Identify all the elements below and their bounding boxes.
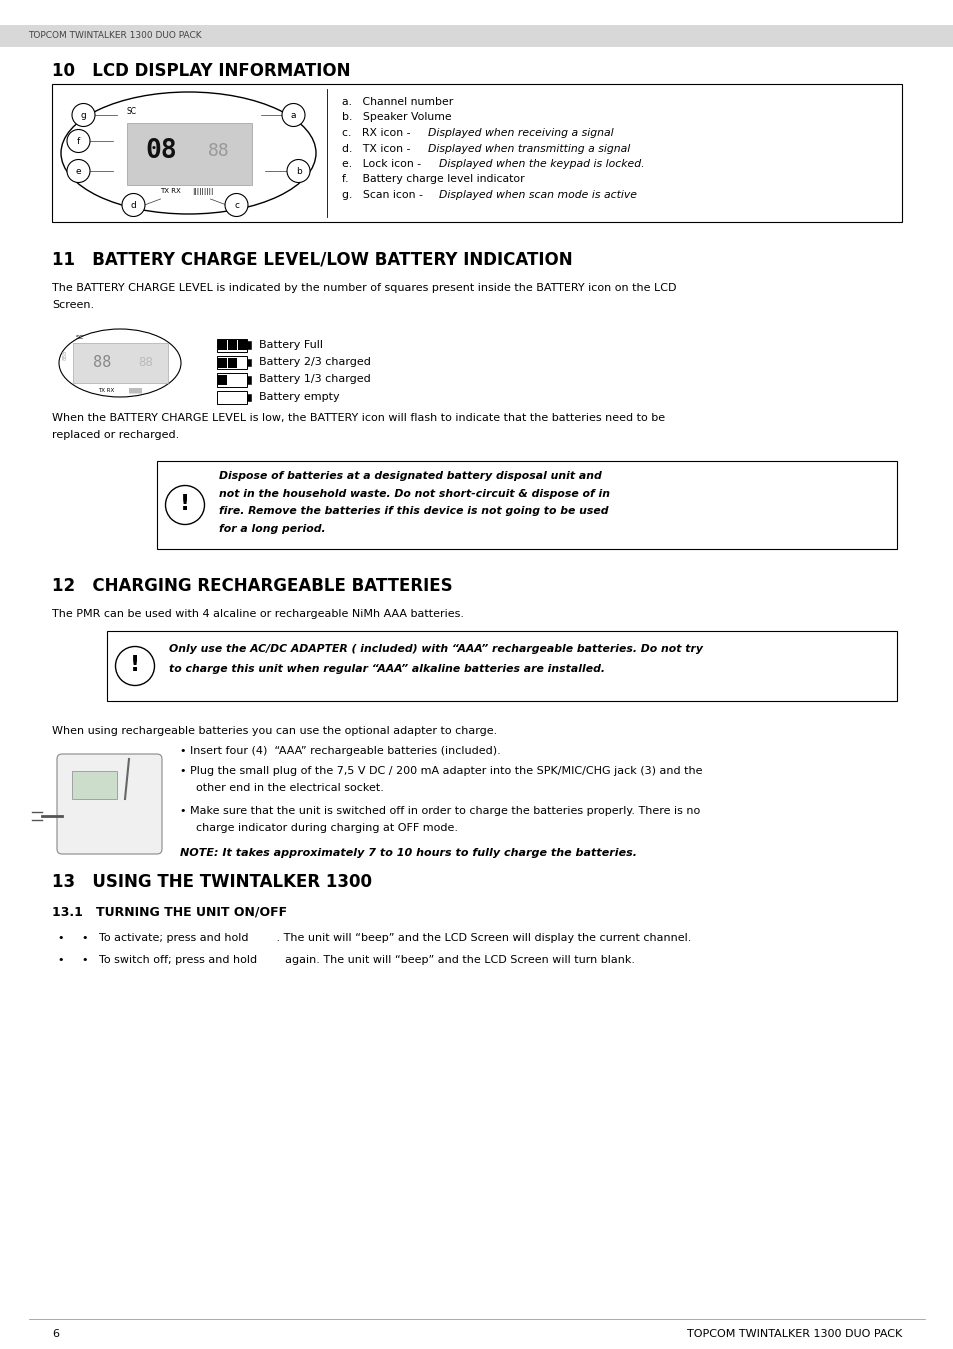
Text: g.   Scan icon -: g. Scan icon - (341, 190, 426, 200)
Text: Dispose of batteries at a designated battery disposal unit and: Dispose of batteries at a designated bat… (219, 471, 601, 482)
FancyBboxPatch shape (73, 343, 168, 383)
Text: not in the household waste. Do not short-circuit & dispose of in: not in the household waste. Do not short… (219, 488, 609, 499)
Text: TX RX: TX RX (98, 387, 114, 393)
Text: 88: 88 (138, 356, 153, 368)
Text: |||||||: ||||||| (128, 387, 142, 393)
Text: for a long period.: for a long period. (219, 523, 325, 533)
Text: 08: 08 (146, 138, 177, 165)
Circle shape (122, 193, 145, 216)
FancyBboxPatch shape (238, 340, 247, 349)
Text: SC: SC (76, 335, 84, 340)
Text: other end in the electrical socket.: other end in the electrical socket. (195, 782, 383, 793)
Text: • Make sure that the unit is switched off in order to charge the batteries prope: • Make sure that the unit is switched of… (180, 805, 700, 816)
FancyBboxPatch shape (216, 339, 247, 352)
Text: replaced or recharged.: replaced or recharged. (52, 430, 179, 440)
Circle shape (225, 193, 248, 216)
Text: d: d (131, 201, 136, 209)
Circle shape (67, 159, 90, 182)
Text: •: • (57, 934, 64, 943)
FancyBboxPatch shape (157, 461, 896, 549)
Text: •: • (57, 955, 64, 965)
FancyBboxPatch shape (218, 357, 227, 367)
Text: fire. Remove the batteries if this device is not going to be used: fire. Remove the batteries if this devic… (219, 506, 608, 517)
Text: f.    Battery charge level indicator: f. Battery charge level indicator (341, 174, 524, 185)
Circle shape (71, 104, 95, 127)
Text: !: ! (130, 656, 140, 674)
Text: TOPCOM TWINTALKER 1300 DUO PACK: TOPCOM TWINTALKER 1300 DUO PACK (686, 1329, 901, 1340)
Text: Displayed when transmitting a signal: Displayed when transmitting a signal (427, 143, 629, 154)
FancyBboxPatch shape (216, 391, 247, 403)
Text: 11   BATTERY CHARGE LEVEL/LOW BATTERY INDICATION: 11 BATTERY CHARGE LEVEL/LOW BATTERY INDI… (52, 250, 572, 268)
Text: b.   Speaker Volume: b. Speaker Volume (341, 112, 451, 123)
Text: TOPCOM TWINTALKER 1300 DUO PACK: TOPCOM TWINTALKER 1300 DUO PACK (28, 31, 201, 40)
Text: e: e (75, 166, 81, 175)
Text: When using rechargeable batteries you can use the optional adapter to charge.: When using rechargeable batteries you ca… (52, 726, 497, 737)
Text: The PMR can be used with 4 alcaline or rechargeable NiMh AAA batteries.: The PMR can be used with 4 alcaline or r… (52, 608, 463, 619)
Circle shape (115, 646, 154, 685)
Text: c.   RX icon -: c. RX icon - (341, 128, 414, 138)
FancyBboxPatch shape (247, 394, 251, 402)
Text: When the BATTERY CHARGE LEVEL is low, the BATTERY icon will flash to indicate th: When the BATTERY CHARGE LEVEL is low, th… (52, 413, 664, 424)
Ellipse shape (59, 329, 181, 397)
FancyBboxPatch shape (107, 631, 896, 701)
Text: b: b (295, 166, 301, 175)
FancyBboxPatch shape (247, 359, 251, 367)
Text: Displayed when the keypad is locked.: Displayed when the keypad is locked. (438, 159, 644, 169)
Text: 12   CHARGING RECHARGEABLE BATTERIES: 12 CHARGING RECHARGEABLE BATTERIES (52, 577, 452, 595)
Text: Battery Full: Battery Full (258, 340, 323, 349)
Text: 888: 888 (63, 349, 68, 360)
FancyBboxPatch shape (228, 340, 237, 349)
Text: 88: 88 (208, 142, 229, 161)
Circle shape (67, 130, 90, 152)
Text: Only use the AC/DC ADAPTER ( included) with “AAA” rechargeable batteries. Do not: Only use the AC/DC ADAPTER ( included) w… (169, 643, 702, 654)
Text: Battery empty: Battery empty (258, 393, 339, 402)
Circle shape (287, 159, 310, 182)
Text: 13   USING THE TWINTALKER 1300: 13 USING THE TWINTALKER 1300 (52, 873, 372, 890)
Text: |||||||||: ||||||||| (193, 188, 213, 194)
Text: • Plug the small plug of the 7,5 V DC / 200 mA adapter into the SPK/MIC/CHG jack: • Plug the small plug of the 7,5 V DC / … (180, 766, 701, 776)
Text: •   To switch off; press and hold        again. The unit will “beep” and the LCD: • To switch off; press and hold again. T… (82, 955, 635, 965)
FancyBboxPatch shape (218, 375, 227, 384)
Text: •   To activate; press and hold        . The unit will “beep” and the LCD Screen: • To activate; press and hold . The unit… (82, 934, 691, 943)
Text: SC: SC (127, 107, 136, 116)
Text: Displayed when scan mode is active: Displayed when scan mode is active (438, 190, 637, 200)
FancyBboxPatch shape (71, 772, 117, 799)
Text: 88: 88 (92, 355, 111, 370)
Text: f: f (77, 136, 80, 146)
FancyBboxPatch shape (127, 123, 252, 185)
Circle shape (282, 104, 305, 127)
Text: c: c (233, 201, 239, 209)
Text: 6: 6 (52, 1329, 59, 1340)
Text: to charge this unit when regular “AAA” alkaline batteries are installed.: to charge this unit when regular “AAA” a… (169, 664, 604, 674)
Ellipse shape (61, 92, 315, 214)
Text: NOTE: It takes approximately 7 to 10 hours to fully charge the batteries.: NOTE: It takes approximately 7 to 10 hou… (180, 849, 637, 858)
Circle shape (165, 486, 204, 525)
Text: g: g (81, 111, 87, 120)
Text: e.   Lock icon -: e. Lock icon - (341, 159, 424, 169)
Text: Battery 2/3 charged: Battery 2/3 charged (258, 357, 371, 367)
FancyBboxPatch shape (216, 374, 247, 387)
Text: a: a (291, 111, 296, 120)
FancyBboxPatch shape (228, 357, 237, 367)
FancyBboxPatch shape (57, 754, 162, 854)
Text: d.   TX icon -: d. TX icon - (341, 143, 414, 154)
Text: !: ! (180, 494, 190, 514)
Text: Screen.: Screen. (52, 299, 94, 310)
FancyBboxPatch shape (247, 376, 251, 384)
Text: TX RX: TX RX (160, 188, 181, 194)
Text: charge indicator during charging at OFF mode.: charge indicator during charging at OFF … (195, 823, 457, 832)
Text: • Insert four (4)  “AAA” rechargeable batteries (included).: • Insert four (4) “AAA” rechargeable bat… (180, 746, 500, 755)
Text: The BATTERY CHARGE LEVEL is indicated by the number of squares present inside th: The BATTERY CHARGE LEVEL is indicated by… (52, 283, 676, 293)
Text: Battery 1/3 charged: Battery 1/3 charged (258, 375, 371, 384)
FancyBboxPatch shape (0, 26, 953, 47)
FancyBboxPatch shape (52, 84, 901, 223)
Text: Displayed when receiving a signal: Displayed when receiving a signal (427, 128, 613, 138)
Text: 10   LCD DISPLAY INFORMATION: 10 LCD DISPLAY INFORMATION (52, 62, 350, 80)
FancyBboxPatch shape (247, 341, 251, 349)
FancyBboxPatch shape (218, 340, 227, 349)
Text: a.   Channel number: a. Channel number (341, 97, 453, 107)
Text: 13.1   TURNING THE UNIT ON/OFF: 13.1 TURNING THE UNIT ON/OFF (52, 905, 287, 919)
FancyBboxPatch shape (216, 356, 247, 370)
